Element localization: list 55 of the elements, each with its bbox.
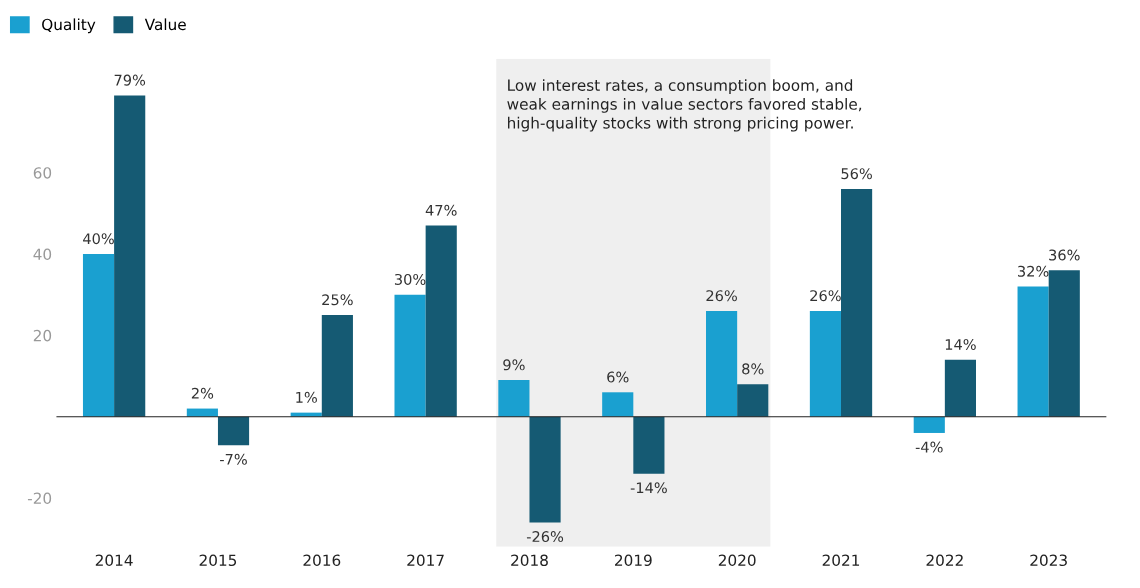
bar [706, 310, 738, 417]
legend-label: Value [144, 18, 186, 31]
x-tick-label: 2015 [199, 554, 237, 567]
bar [1017, 286, 1049, 417]
x-tick-label: 2018 [511, 554, 548, 567]
legend-label: Quality [42, 18, 96, 34]
data-label: 25% [322, 294, 353, 306]
bar [321, 315, 353, 417]
data-label: 36% [1049, 249, 1080, 261]
y-tick-label: 40 [33, 248, 52, 261]
bar [809, 310, 841, 417]
data-label: 32% [1018, 265, 1049, 277]
bar [1048, 270, 1080, 417]
y-tick-label: 20 [33, 329, 52, 342]
data-label: 47% [425, 204, 457, 216]
data-label: 14% [945, 338, 976, 350]
data-label: 79% [114, 74, 146, 86]
data-label: 26% [706, 290, 737, 302]
x-tick-label: 2022 [926, 554, 963, 567]
bar [114, 95, 146, 417]
x-tick-label: 2014 [95, 554, 133, 567]
data-label: 26% [810, 290, 841, 302]
bar [913, 416, 945, 433]
data-label: 40% [83, 233, 114, 245]
bar [633, 416, 665, 474]
x-tick-label: 2016 [303, 554, 341, 567]
data-label: 9% [503, 359, 525, 371]
bar [841, 188, 873, 417]
bar [394, 294, 426, 417]
data-label: 1% [296, 391, 317, 403]
data-label: -7% [220, 453, 247, 465]
data-label: 56% [841, 168, 872, 180]
bar [529, 416, 561, 523]
data-label: 30% [394, 273, 426, 285]
data-label: -14% [630, 482, 667, 494]
data-label: 6% [607, 371, 629, 383]
bar [217, 416, 250, 446]
bar [82, 254, 115, 417]
band-label: Low interest rates, a consumption boom, and weak earnings in value sectors favored stable, high-quality stocks with strong pricing power. [507, 79, 862, 132]
y-tick-label: -20 [27, 492, 52, 505]
data-label: 8% [742, 363, 764, 375]
x-tick-label: 2020 [718, 554, 756, 567]
x-tick-label: 2023 [1030, 554, 1067, 567]
bar [425, 225, 457, 417]
data-label: -4% [915, 441, 943, 453]
bar [737, 384, 769, 417]
x-tick-label: 2019 [615, 554, 652, 567]
bar [602, 392, 634, 417]
y-tick-label: 60 [33, 167, 52, 179]
data-label: 2% [191, 387, 214, 399]
bar [498, 380, 530, 417]
data-label: -26% [526, 531, 564, 543]
bar [944, 359, 976, 417]
x-tick-label: 2017 [407, 554, 444, 567]
x-tick-label: 2021 [822, 554, 860, 567]
